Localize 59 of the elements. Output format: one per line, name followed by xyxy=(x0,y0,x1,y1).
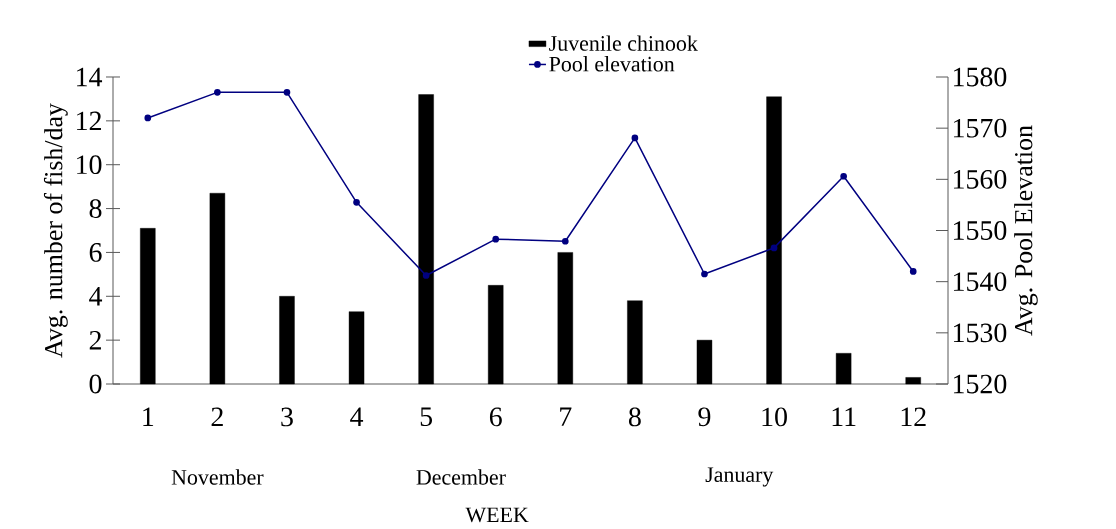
bar xyxy=(557,252,573,385)
bar xyxy=(905,377,921,385)
y2-tick-label: 1530 xyxy=(953,323,1007,343)
y2-tick-label: 1560 xyxy=(953,169,1007,189)
bar xyxy=(627,300,643,385)
bar xyxy=(696,339,713,385)
y-tick-label: 6 xyxy=(89,243,102,262)
y2-tick-label: 1520 xyxy=(953,374,1007,394)
point xyxy=(144,114,152,122)
point xyxy=(353,199,360,206)
x-tick-label: 8 xyxy=(628,407,641,427)
y-tick-label: 8 xyxy=(89,199,102,218)
y2-tick-label: 1580 xyxy=(953,67,1007,87)
x-tick-label: 2 xyxy=(211,407,223,426)
point xyxy=(214,89,221,96)
x-tick-label: 5 xyxy=(420,407,433,427)
x-tick-label: 7 xyxy=(560,407,572,426)
bar xyxy=(209,193,226,385)
point xyxy=(701,270,708,278)
y-tick-label: 4 xyxy=(89,287,103,306)
legend-label: Pool elevation xyxy=(549,56,675,72)
point xyxy=(770,244,778,252)
point xyxy=(283,89,291,96)
y-tick-label: 2 xyxy=(89,330,101,350)
y2-tick-label: 1550 xyxy=(953,221,1007,240)
x-axis-title: WEEK xyxy=(465,507,529,523)
text: January xyxy=(705,467,774,487)
bar xyxy=(140,228,156,385)
point xyxy=(561,237,569,245)
bar xyxy=(835,353,852,385)
point xyxy=(909,268,917,275)
text: November xyxy=(171,469,264,485)
y-tick-label: 14 xyxy=(77,67,103,87)
y2-tick-label: 1570 xyxy=(953,118,1007,138)
point xyxy=(840,172,847,180)
bar xyxy=(279,296,295,385)
x-tick-label: 3 xyxy=(281,407,293,427)
y2-axis-title: Avg. Pool Elevation xyxy=(1014,125,1038,336)
x-tick-label: 1 xyxy=(143,407,154,426)
y-tick-label: 0 xyxy=(89,374,102,394)
bar xyxy=(488,285,504,385)
point xyxy=(422,272,430,279)
x-tick-label: 11 xyxy=(832,407,856,426)
y-tick-label: 12 xyxy=(77,111,101,131)
x-tick-label: 10 xyxy=(762,407,787,427)
x-tick-label: 9 xyxy=(698,407,711,427)
point xyxy=(492,235,500,243)
y2-tick-label: 1540 xyxy=(953,272,1007,292)
bar xyxy=(766,96,782,385)
x-tick-label: 12 xyxy=(901,407,926,426)
point xyxy=(631,134,639,142)
x-tick-label: 6 xyxy=(489,407,502,427)
y-tick-label: 10 xyxy=(77,155,102,175)
x-tick-label: 4 xyxy=(350,407,364,426)
legend-label: Juvenile chinook xyxy=(549,35,698,51)
text: December xyxy=(416,469,506,485)
bar xyxy=(348,311,365,385)
y-axis-title: Avg. number of fish/day xyxy=(43,103,68,358)
bar xyxy=(418,94,434,385)
